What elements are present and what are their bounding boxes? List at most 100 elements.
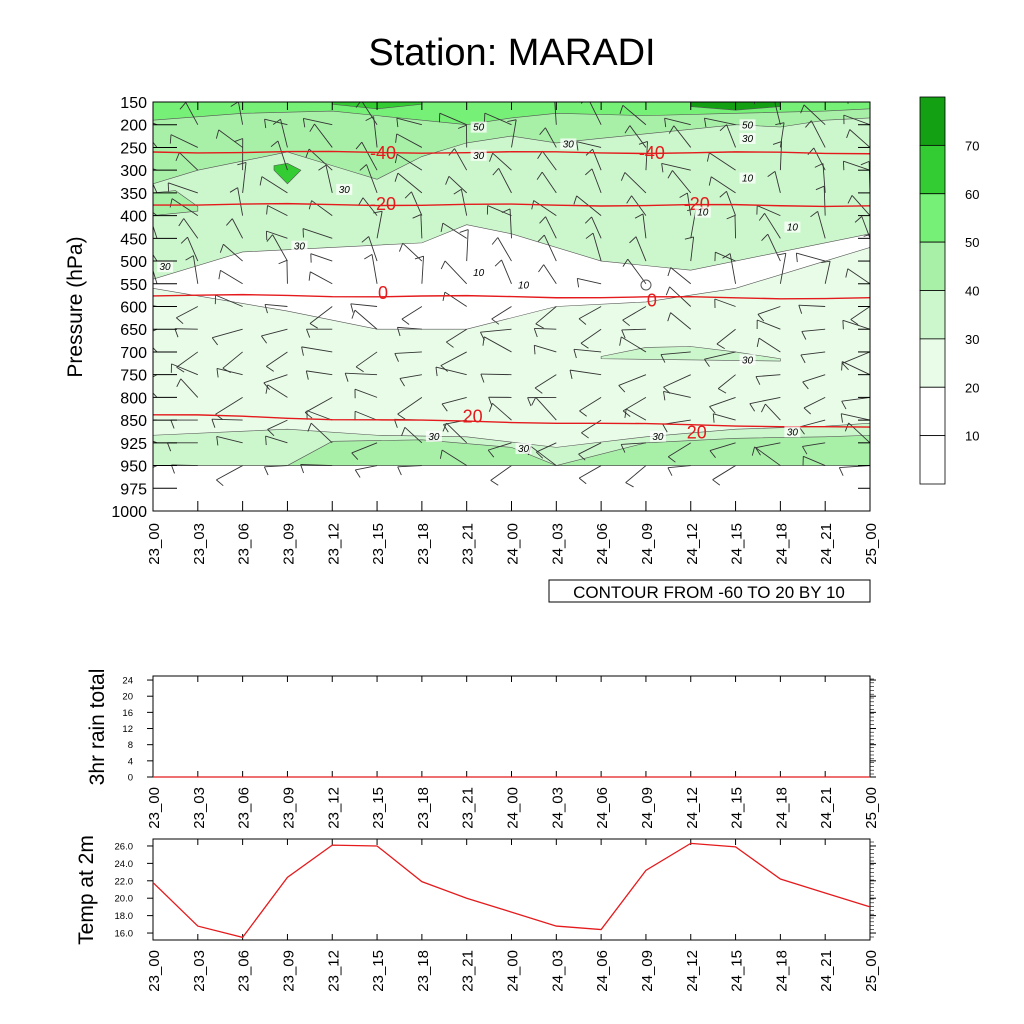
rain-x-tick-label: 24_18 <box>773 787 790 829</box>
temp-x-tick-label: 24_03 <box>549 950 566 992</box>
wind-barb <box>753 102 781 105</box>
wind-barb <box>776 252 787 284</box>
wind-barb <box>167 182 198 194</box>
temp-x-tick-label: 24_12 <box>684 950 701 992</box>
wind-barb <box>308 271 333 285</box>
svg-text:30: 30 <box>563 139 575 150</box>
wind-barb <box>305 370 333 380</box>
main-x-tick-label: 23_12 <box>325 523 342 565</box>
rain-x-tick-label: 23_15 <box>370 787 387 829</box>
main-y-tick-label: 200 <box>120 118 147 135</box>
svg-text:10: 10 <box>473 268 485 279</box>
temp-x-tick-label: 25_00 <box>863 950 880 992</box>
temperature-contours-layer <box>153 150 870 428</box>
humidity-contour-label: 30 <box>157 261 173 273</box>
wind-barb <box>377 102 378 103</box>
wind-barb <box>756 319 781 330</box>
wind-barb <box>176 306 199 325</box>
wind-barb <box>714 298 736 308</box>
svg-text:10: 10 <box>697 208 709 219</box>
wind-barb <box>309 123 333 148</box>
wind-barb <box>350 303 378 313</box>
wind-barb <box>578 465 602 485</box>
wind-barb <box>531 396 557 421</box>
wind-barb <box>397 397 423 420</box>
wind-barb <box>600 102 602 103</box>
main-y-tick-label: 950 <box>120 459 147 476</box>
rain-y-axis: 0 4 8 12 16 20 24 <box>122 676 876 784</box>
rain-y-tick-label: 12 <box>122 724 133 735</box>
wind-barb <box>539 127 557 148</box>
colorbar-tick-label: 40 <box>965 284 979 299</box>
wind-barb <box>442 422 468 444</box>
colorbar-tick-label: 10 <box>965 429 979 444</box>
wind-barb <box>354 410 378 421</box>
wind-barb <box>466 102 467 103</box>
wind-barb <box>802 374 826 390</box>
wind-barb <box>664 117 691 128</box>
wind-barb <box>266 205 288 217</box>
main-y-tick-label: 800 <box>120 390 147 407</box>
wind-barb <box>261 328 288 344</box>
humidity-contour-label: 30 <box>470 149 487 162</box>
colorbar-swatch <box>919 193 946 243</box>
wind-barb <box>394 153 423 171</box>
humidity-contour-label: 30 <box>560 138 577 150</box>
main-x-tick-label: 25_00 <box>863 523 880 565</box>
time-height-panel: -40 -40-20 -200 020205030305030103010103030… <box>64 95 880 603</box>
wind-barb <box>439 449 467 466</box>
main-y-tick-label: 700 <box>120 345 147 362</box>
wind-barb <box>555 102 557 103</box>
wind-barb <box>216 436 243 446</box>
wind-barb <box>709 396 736 414</box>
wind-barb <box>755 442 781 456</box>
wind-barb <box>576 277 602 288</box>
rain-x-tick-label: 24_03 <box>549 787 566 829</box>
colorbar-swatch <box>919 96 946 146</box>
temp-x-tick-label: 24_06 <box>594 950 611 992</box>
wind-barb <box>824 102 826 103</box>
wind-barb <box>487 442 512 458</box>
svg-text:30: 30 <box>428 432 440 443</box>
humidity-contour-label: 30 <box>739 132 756 145</box>
temperature-contour-line <box>153 150 870 155</box>
rain-y-tick-label: 8 <box>128 740 133 751</box>
rain-x-tick-label: 24_21 <box>818 787 835 829</box>
wind-barb <box>484 112 512 126</box>
wind-barb <box>490 465 512 486</box>
temperature-contour-label: 0 <box>378 283 388 303</box>
wind-barb <box>554 102 557 125</box>
temp-x-tick-label: 24_09 <box>639 950 656 992</box>
wind-barb <box>359 164 378 194</box>
wind-barb <box>722 253 737 284</box>
wind-barb <box>708 176 736 194</box>
temp-x-tick-label: 24_15 <box>729 950 746 992</box>
colorbar-swatch <box>919 435 946 485</box>
wind-barb <box>620 442 646 453</box>
wind-barb <box>578 306 602 325</box>
wind-barb <box>584 216 602 239</box>
wind-barb <box>756 337 781 353</box>
temperature-panel: 16.0 18.0 20.0 22.0 24.0 26.0 23_00 23_03 23_06… <box>75 835 880 992</box>
svg-text:30: 30 <box>473 151 485 162</box>
wind-barb <box>365 116 378 148</box>
wind-barb <box>331 102 333 103</box>
wind-barb <box>638 141 648 171</box>
wind-barb <box>863 234 870 262</box>
wind-barb <box>304 396 333 419</box>
wind-barb <box>536 171 557 194</box>
wind-barb <box>216 465 243 487</box>
wind-barb <box>622 306 647 327</box>
wind-barb <box>624 125 647 148</box>
wind-barb <box>660 351 691 363</box>
main-x-tick-label: 23_00 <box>146 523 163 565</box>
wind-barb <box>305 148 333 171</box>
humidity-contour-label: 30 <box>291 240 308 253</box>
rain-plot-frame <box>152 675 871 778</box>
wind-barb <box>287 102 288 103</box>
wind-barb <box>180 236 199 262</box>
temp-x-tick-label: 24_18 <box>773 950 790 992</box>
wind-barb <box>579 397 602 417</box>
main-x-tick-label: 24_06 <box>594 523 611 565</box>
main-y-tick-label: 450 <box>120 231 147 248</box>
